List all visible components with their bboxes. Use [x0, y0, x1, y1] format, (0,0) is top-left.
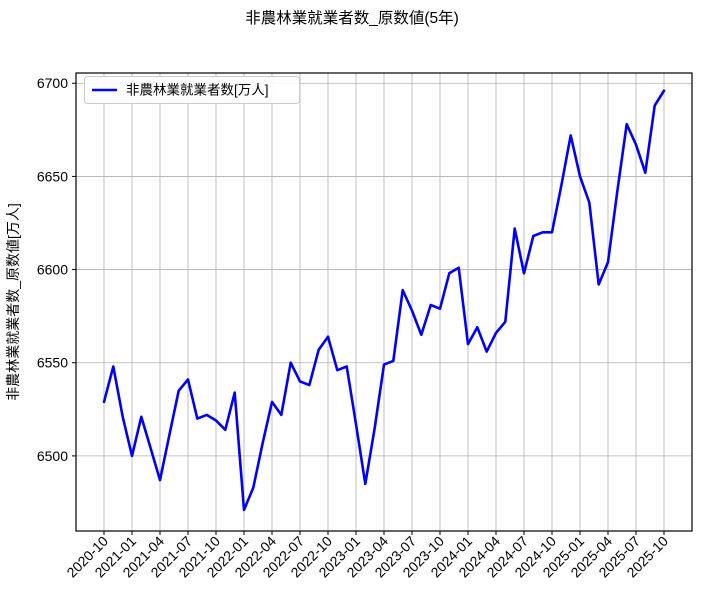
y-tick-label: 6600 [37, 262, 68, 278]
y-tick-label: 6500 [37, 448, 68, 464]
y-tick-label: 6700 [37, 75, 68, 91]
legend-label: 非農林業就業者数[万人] [126, 83, 269, 98]
data-line [102, 89, 666, 512]
legend: 非農林業就業者数[万人] [84, 76, 300, 104]
y-axis-label: 非農林業就業者数_原数値[万人] [5, 203, 21, 401]
legend-box [84, 76, 300, 104]
axes-border [75, 72, 693, 532]
chart-title: 非農林業就業者数_原数値(5年) [245, 9, 459, 27]
y-tick-label: 6550 [37, 355, 68, 371]
y-tick-label: 6650 [37, 168, 68, 184]
